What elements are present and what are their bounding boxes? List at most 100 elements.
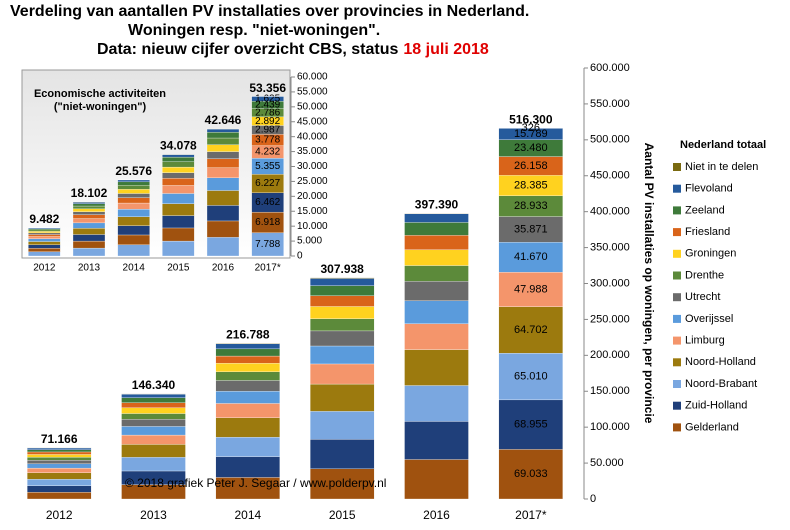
- legend-swatch: [673, 184, 681, 193]
- bar-segment: [117, 189, 150, 194]
- legend-swatch: [673, 336, 681, 345]
- legend-swatch: [673, 249, 681, 258]
- value-label: 5.355: [255, 161, 280, 172]
- y-tick-label: 50.000: [297, 101, 328, 112]
- y-tick-label: 35.000: [297, 146, 328, 157]
- y-tick-label: 0: [297, 251, 303, 262]
- bar-segment: [117, 179, 150, 183]
- bar-segment: [121, 397, 186, 403]
- value-label: 64.702: [514, 324, 548, 336]
- bar-segment: [121, 413, 186, 420]
- bar-segment: [162, 203, 195, 216]
- bar-segment: [72, 228, 106, 235]
- legend-label: Niet in te delen: [685, 161, 758, 173]
- value-label: 2.439: [255, 100, 280, 111]
- bar-segment: [206, 220, 240, 238]
- bar-segment: [206, 237, 240, 257]
- bar-segment: [215, 343, 280, 344]
- legend-label: Zuid-Holland: [685, 400, 747, 412]
- bar-segment: [206, 205, 240, 222]
- inset-title: Economische activiteiten: [34, 88, 166, 100]
- bar-segment: [404, 265, 469, 282]
- bar-segment: [404, 300, 469, 324]
- legend-label: Drenthe: [685, 269, 724, 281]
- total-label: 53.356: [249, 81, 286, 95]
- bar-segment: [215, 437, 280, 457]
- value-label: 1.625: [255, 93, 280, 104]
- y-tick-label: 60.000: [297, 72, 328, 83]
- bar-segment: [162, 227, 195, 242]
- y-tick-label: 45.000: [297, 116, 328, 127]
- bar-segment: [72, 247, 106, 257]
- y-tick-label: 400.000: [590, 206, 630, 218]
- y-axis-title: Aantal PV installaties op woningen, per …: [642, 143, 656, 424]
- bar-segment: [117, 181, 150, 186]
- x-tick-label: 2013: [140, 508, 167, 522]
- inset-subtitle: ("niet-woningen"): [54, 101, 147, 113]
- legend-swatch: [673, 401, 681, 410]
- bar-segment: [404, 385, 469, 422]
- legend-label: Gelderland: [685, 421, 739, 433]
- bar-segment: [27, 447, 92, 450]
- legend-swatch: [673, 163, 681, 171]
- bar-segment: [121, 419, 186, 427]
- bar-segment: [27, 460, 92, 464]
- bar-segment: [117, 225, 150, 236]
- chart-title: Verdeling van aantallen PV installaties …: [10, 3, 529, 20]
- bar-segment: [27, 485, 92, 493]
- inset-frame: [21, 69, 291, 259]
- bar-segment: [206, 144, 240, 152]
- bar-segment: [162, 161, 195, 168]
- bar-segment: [404, 281, 469, 301]
- bar-segment: [215, 403, 280, 418]
- bar-segment: [206, 137, 240, 145]
- bar-segment: [27, 467, 92, 473]
- bar-segment: [215, 371, 280, 381]
- bar-segment: [72, 208, 106, 212]
- bar-segment: [121, 457, 186, 472]
- legend-swatch: [673, 314, 681, 323]
- bar-segment: [117, 202, 150, 210]
- bar-segment: [162, 166, 195, 173]
- value-label: 7.788: [255, 239, 280, 250]
- value-label: 23.480: [514, 142, 548, 154]
- legend-label: Overijssel: [685, 313, 733, 325]
- bar-segment: [498, 353, 563, 401]
- bar-segment: [162, 215, 195, 229]
- bar-segment: [206, 151, 240, 159]
- bar-segment: [117, 216, 150, 226]
- total-label: 25.576: [115, 164, 152, 178]
- chart-title: Woningen resp. "niet-woningen".: [128, 22, 380, 39]
- bar-segment: [215, 417, 280, 438]
- bar-segment: [404, 249, 469, 266]
- bar-segment: [28, 236, 61, 239]
- value-label: 68.955: [514, 419, 548, 431]
- bar-segment: [117, 209, 150, 217]
- inset-plot: 0 5.000 10.000 15.000 20.000 25.000 30.000 35.0…: [28, 72, 328, 274]
- x-tick-label: 2017*: [255, 263, 281, 274]
- y-tick-label: 30.000: [297, 161, 328, 172]
- bar-segment: [404, 323, 469, 350]
- legend-label: Groningen: [685, 248, 736, 260]
- bar-segment: [206, 128, 240, 133]
- bar-segment: [121, 407, 186, 414]
- value-label: 6.918: [255, 217, 280, 228]
- legend-swatch: [673, 380, 681, 388]
- y-tick-label: 0: [590, 493, 596, 505]
- bar-segment: [404, 421, 469, 460]
- bar-segment: [310, 306, 375, 319]
- value-label: 15.789: [514, 128, 548, 140]
- y-tick-label: 55.000: [297, 87, 328, 98]
- value-label: 6.227: [255, 178, 280, 189]
- bar-segment: [498, 306, 563, 354]
- bar-segment: [72, 240, 106, 249]
- x-tick-label: 2012: [33, 263, 56, 274]
- bar-segment: [310, 345, 375, 365]
- y-tick-label: 5.000: [297, 236, 322, 247]
- legend-label: Friesland: [685, 226, 730, 238]
- value-label: 47.988: [514, 283, 548, 295]
- bar-segment: [117, 244, 150, 257]
- y-tick-label: 10.000: [297, 221, 328, 232]
- bar-segment: [28, 238, 61, 242]
- x-tick-label: 2016: [212, 263, 235, 274]
